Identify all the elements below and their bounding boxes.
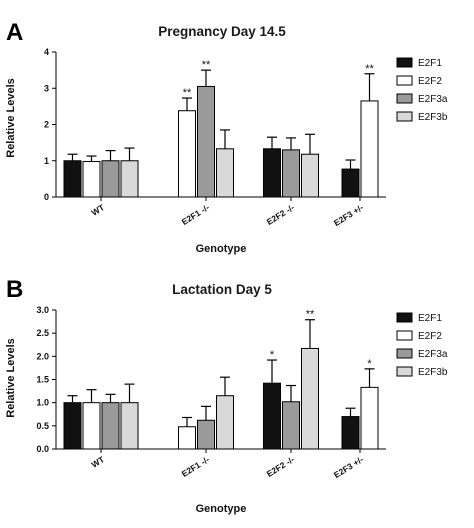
panel-b-category-label: E2F3 +/- bbox=[332, 454, 365, 480]
panel-b-chart: 0.0 0.5 1.0 1.5 2.0 2.5 3.0 WT E2F1 -/- E2F2 -/- *… bbox=[36, 305, 447, 480]
panel-b-letter: B bbox=[6, 276, 23, 303]
panel-a-bar bbox=[301, 153, 319, 198]
panel-b-legend-label: E2F3b bbox=[418, 367, 448, 378]
panel-a-letter: A bbox=[6, 19, 23, 46]
panel-a-bar bbox=[101, 160, 120, 198]
panel-a-category-label: WT bbox=[90, 202, 107, 218]
panel-a-ytick-label: 1 bbox=[44, 156, 49, 166]
panel-a-legend-swatch bbox=[396, 111, 413, 122]
panel-b-ytick-label: 2.0 bbox=[36, 351, 49, 361]
panel-b-ytick-label: 0.0 bbox=[36, 444, 49, 454]
panel-b-bar bbox=[360, 386, 379, 450]
panel-a-ytick-label: 0 bbox=[44, 192, 49, 202]
panel-b-bar bbox=[82, 402, 101, 450]
panel-b-legend-swatch bbox=[396, 348, 413, 359]
panel-a-ytick-label: 3 bbox=[44, 83, 49, 93]
panel-b-ytick-label: 1.5 bbox=[36, 375, 49, 385]
panel-a-category-label: E2F2 -/- bbox=[265, 202, 296, 227]
panel-a-title: Pregnancy Day 14.5 bbox=[158, 24, 286, 39]
panel-b-bar bbox=[301, 347, 319, 450]
panel-b-bar bbox=[120, 402, 139, 450]
panel-b-bar bbox=[197, 419, 215, 450]
panel-b-bar bbox=[63, 402, 82, 450]
panel-b-ytick-label: 1.0 bbox=[36, 398, 49, 408]
panel-b-category-label: E2F2 -/- bbox=[265, 454, 296, 479]
panel-a-bar bbox=[341, 168, 360, 198]
panel-b-significance-label: ** bbox=[306, 309, 315, 321]
panel-a-legend-swatch bbox=[396, 93, 413, 104]
panel-b-significance-label: * bbox=[270, 349, 275, 361]
panel-b-bar bbox=[341, 416, 360, 450]
panel-b-xlabel: Genotype bbox=[196, 503, 247, 515]
panel-b-title: Lactation Day 5 bbox=[172, 282, 272, 297]
panel-b-legend-label: E2F2 bbox=[418, 331, 442, 342]
panel-a-bar bbox=[178, 110, 196, 198]
panel-b-ytick-label: 3.0 bbox=[36, 305, 49, 315]
panel-b-legend-label: E2F3a bbox=[418, 349, 448, 360]
panel-a-bar bbox=[82, 160, 101, 198]
panel-b-legend-label: E2F1 bbox=[418, 313, 442, 324]
panel-a-bar bbox=[263, 148, 281, 198]
panel-b-legend-swatch bbox=[396, 366, 413, 377]
panel-a-category-label: E2F3 +/- bbox=[332, 202, 365, 228]
panel-a-legend-swatch bbox=[396, 57, 413, 68]
panel-a-bar bbox=[120, 160, 139, 198]
panel-a-chart: 0 1 2 3 4 WT E2F1 -/- ** ** E2F2 -/- E2F3 +/- ** E2F… bbox=[44, 47, 448, 228]
panel-a-bar bbox=[197, 85, 215, 198]
panel-b-legend-swatch bbox=[396, 330, 413, 341]
panel-a-bar bbox=[216, 148, 234, 198]
panel-b-bar bbox=[216, 395, 234, 450]
panel-a-bar bbox=[282, 149, 300, 198]
panel-b-ytick-label: 0.5 bbox=[36, 421, 49, 431]
panel-a-ytick-label: 4 bbox=[44, 47, 49, 57]
panel-a-bar bbox=[360, 100, 379, 198]
panel-b-category-label: WT bbox=[90, 454, 107, 470]
panel-b-bar bbox=[263, 382, 281, 450]
panel-b-bar bbox=[282, 401, 300, 450]
panel-a-legend-label: E2F3b bbox=[418, 112, 448, 123]
panel-a-significance-label: ** bbox=[183, 87, 192, 99]
panel-a-legend-label: E2F3a bbox=[418, 94, 448, 105]
panel-b-category-label: E2F1 -/- bbox=[180, 454, 211, 479]
panel-a-significance-label: ** bbox=[202, 59, 211, 71]
panel-a-significance-label: ** bbox=[365, 63, 374, 75]
panel-a-ylabel: Relative Levels bbox=[5, 78, 17, 158]
panel-a-bar bbox=[63, 160, 82, 198]
panel-b-bar bbox=[178, 426, 196, 450]
panel-a-ytick-label: 2 bbox=[44, 120, 49, 130]
panel-a-legend-label: E2F2 bbox=[418, 76, 442, 87]
panel-b-ylabel: Relative Levels bbox=[5, 338, 17, 418]
panel-b-legend-swatch bbox=[396, 312, 413, 323]
panel-a-category-label: E2F1 -/- bbox=[180, 202, 211, 227]
panel-a-xlabel: Genotype bbox=[196, 243, 247, 255]
panel-a-legend-label: E2F1 bbox=[418, 58, 442, 69]
panel-b-significance-label: * bbox=[367, 358, 372, 370]
panel-b-bar bbox=[101, 402, 120, 450]
panel-a-legend-swatch bbox=[396, 75, 413, 86]
panel-b-ytick-label: 2.5 bbox=[36, 328, 49, 338]
